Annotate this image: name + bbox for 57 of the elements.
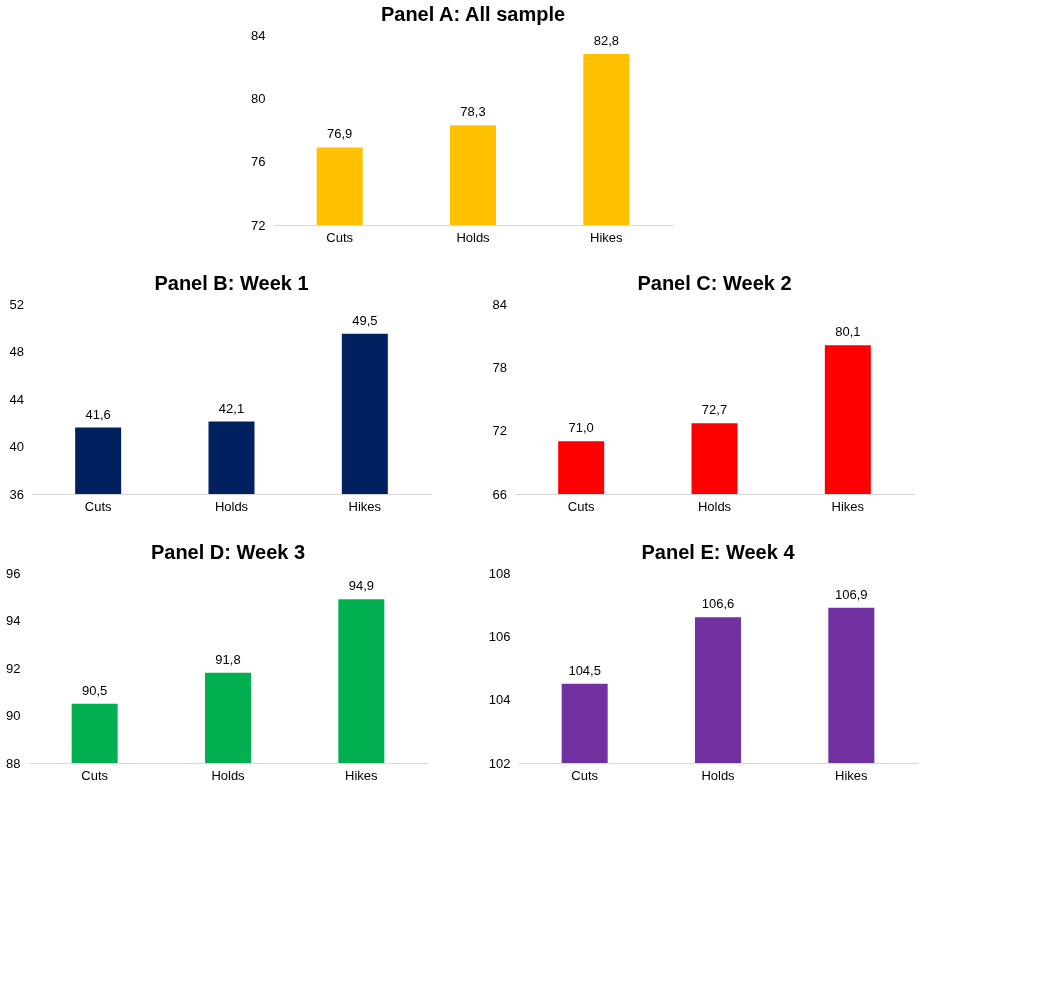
y-tick-label: 84 bbox=[492, 296, 507, 312]
x-tick-label: Hikes bbox=[831, 498, 865, 514]
x-tick-label: Hikes bbox=[348, 498, 382, 514]
x-tick-label: Cuts bbox=[84, 498, 113, 514]
y-tick-label: 80 bbox=[251, 90, 266, 106]
data-label: 76,9 bbox=[327, 126, 353, 142]
data-label: 71,0 bbox=[568, 420, 594, 436]
data-label: 78,3 bbox=[460, 104, 486, 120]
y-tick-label: 66 bbox=[492, 486, 507, 502]
data-label: 106,6 bbox=[701, 596, 735, 612]
chart-title: Panel D: Week 3 bbox=[150, 541, 306, 563]
y-tick-label: 44 bbox=[9, 391, 24, 407]
x-tick-label: Holds bbox=[697, 498, 732, 514]
y-tick-label: 52 bbox=[9, 296, 24, 312]
y-tick-label: 96 bbox=[6, 565, 21, 581]
data-label: 82,8 bbox=[593, 33, 619, 48]
chart-title: Panel C: Week 2 bbox=[637, 272, 792, 294]
y-tick-label: 106 bbox=[488, 628, 511, 644]
y-tick-label: 102 bbox=[488, 755, 511, 771]
data-label: 91,8 bbox=[215, 651, 241, 667]
y-tick-label: 36 bbox=[9, 486, 24, 502]
x-tick-label: Holds bbox=[211, 767, 246, 783]
chart-title: Panel B: Week 1 bbox=[154, 272, 309, 294]
x-tick-label: Hikes bbox=[835, 767, 869, 783]
y-tick-label: 78 bbox=[492, 359, 507, 375]
data-label: 41,6 bbox=[85, 406, 111, 422]
data-label: 80,1 bbox=[835, 324, 861, 340]
x-tick-label: Cuts bbox=[81, 767, 109, 783]
data-label: 94,9 bbox=[348, 578, 374, 594]
y-tick-label: 90 bbox=[6, 708, 21, 723]
data-label: 49,5 bbox=[352, 312, 378, 328]
y-tick-label: 104 bbox=[488, 692, 511, 708]
x-tick-label: Cuts bbox=[571, 767, 599, 783]
y-tick-label: 40 bbox=[9, 439, 24, 454]
data-label: 72,7 bbox=[701, 402, 728, 418]
y-tick-label: 84 bbox=[251, 27, 266, 43]
y-tick-label: 92 bbox=[6, 660, 21, 676]
data-label: 106,9 bbox=[835, 586, 868, 602]
y-tick-label: 108 bbox=[488, 565, 511, 581]
chart-title: Panel A: All sample bbox=[380, 3, 566, 25]
x-tick-label: Holds bbox=[456, 229, 491, 245]
y-tick-label: 72 bbox=[492, 423, 507, 439]
x-tick-label: Holds bbox=[214, 498, 249, 514]
data-label: 42,1 bbox=[218, 400, 245, 416]
x-tick-label: Holds bbox=[701, 767, 736, 783]
chart-title: Panel E: Week 4 bbox=[641, 541, 796, 563]
y-tick-label: 94 bbox=[6, 613, 21, 628]
x-tick-label: Cuts bbox=[567, 498, 596, 514]
x-tick-label: Cuts bbox=[326, 229, 354, 245]
y-tick-label: 48 bbox=[9, 344, 24, 359]
data-label: 90,5 bbox=[82, 682, 108, 698]
data-label: 104,5 bbox=[568, 662, 601, 678]
y-tick-label: 88 bbox=[6, 755, 21, 771]
x-tick-label: Hikes bbox=[590, 229, 624, 245]
y-tick-label: 76 bbox=[251, 154, 266, 170]
x-tick-label: Hikes bbox=[345, 767, 379, 783]
y-tick-label: 72 bbox=[251, 217, 266, 233]
